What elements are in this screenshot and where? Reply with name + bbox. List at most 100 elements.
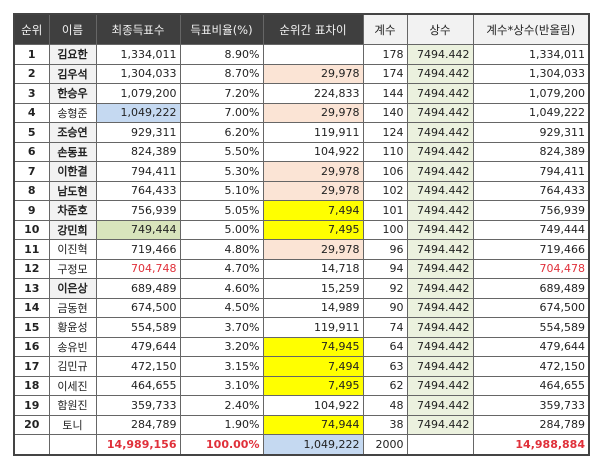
- header-product: 계수*상수(반올림): [472, 13, 590, 45]
- constant-cell: 7494.442: [406, 102, 474, 123]
- diff-cell: 7,494: [262, 356, 364, 377]
- table-row: 1 김요한 1,334,011 8.90% 178 7494.442 1,334,011: [13, 44, 590, 65]
- votes-cell: 479,644: [95, 336, 181, 357]
- rank-cell: 12: [13, 258, 50, 279]
- rank-cell: 15: [13, 317, 50, 338]
- name-cell: 송유빈: [48, 336, 97, 357]
- votes-cell: 749,444: [95, 219, 181, 240]
- ratio-cell: 3.10%: [179, 375, 264, 396]
- name-cell: 조승연: [48, 122, 97, 143]
- name-cell: 황윤성: [48, 317, 97, 338]
- diff-cell: 29,978: [262, 180, 364, 201]
- votes-cell: 756,939: [95, 200, 181, 221]
- diff-cell: 29,978: [262, 239, 364, 260]
- diff-cell: 29,978: [262, 102, 364, 123]
- table-row: 12 구정모 704,748 4.70% 14,718 94 7494.442 704,478: [13, 258, 590, 279]
- rank-cell: 8: [13, 180, 50, 201]
- ratio-cell: 4.70%: [179, 258, 264, 279]
- ratio-cell: 6.20%: [179, 122, 264, 143]
- header-coefficient: 계수: [362, 13, 408, 45]
- name-cell: 구정모: [48, 258, 97, 279]
- totals-row: 14,989,156 100.00% 1,049,222 2000 14,988,884: [13, 434, 590, 455]
- coefficient-cell: 124: [362, 122, 408, 143]
- name-cell: 강민희: [48, 219, 97, 240]
- votes-cell: 704,748: [95, 258, 181, 279]
- ratio-cell: 1.90%: [179, 414, 264, 435]
- coefficient-cell: 100: [362, 219, 408, 240]
- header-constant: 상수: [406, 13, 474, 45]
- rank-cell: 2: [13, 63, 50, 84]
- coefficient-cell: 102: [362, 180, 408, 201]
- ratio-cell: 8.90%: [179, 44, 264, 65]
- name-cell: 남도현: [48, 180, 97, 201]
- votes-cell: 689,489: [95, 278, 181, 299]
- diff-cell: 224,833: [262, 83, 364, 104]
- rank-cell: 11: [13, 239, 50, 260]
- table-row: 3 한승우 1,079,200 7.20% 224,833 144 7494.442 1,07…: [13, 83, 590, 104]
- diff-cell: 104,922: [262, 395, 364, 416]
- diff-cell: 15,259: [262, 278, 364, 299]
- header-vote-ratio: 득표비율(%): [179, 13, 264, 45]
- coefficient-cell: 110: [362, 141, 408, 162]
- rank-cell: 13: [13, 278, 50, 299]
- constant-cell: 7494.442: [406, 336, 474, 357]
- votes-cell: 472,150: [95, 356, 181, 377]
- ratio-cell: 7.00%: [179, 102, 264, 123]
- ratio-cell: 4.50%: [179, 297, 264, 318]
- table-row: 5 조승연 929,311 6.20% 119,911 124 7494.442 929,31…: [13, 122, 590, 143]
- coefficient-cell: 144: [362, 83, 408, 104]
- coefficient-cell: 90: [362, 297, 408, 318]
- table-row: 8 남도현 764,433 5.10% 29,978 102 7494.442 764,433: [13, 180, 590, 201]
- rank-cell: 14: [13, 297, 50, 318]
- diff-cell: 14,718: [262, 258, 364, 279]
- diff-cell: 74,945: [262, 336, 364, 357]
- rank-cell: 18: [13, 375, 50, 396]
- product-cell: 1,049,222: [472, 102, 590, 123]
- ratio-cell: 3.70%: [179, 317, 264, 338]
- name-cell: 함원진: [48, 395, 97, 416]
- constant-cell: 7494.442: [406, 44, 474, 65]
- diff-cell: 7,495: [262, 375, 364, 396]
- votes-cell: 284,789: [95, 414, 181, 435]
- total-product: 14,988,884: [472, 434, 590, 455]
- table-row: 2 김우석 1,304,033 8.70% 29,978 174 7494.442 1,304…: [13, 63, 590, 84]
- votes-cell: 1,334,011: [95, 44, 181, 65]
- name-cell: 이은상: [48, 278, 97, 299]
- constant-cell: 7494.442: [406, 356, 474, 377]
- table-row: 9 차준호 756,939 5.05% 7,494 101 7494.442 756,939: [13, 200, 590, 221]
- coefficient-cell: 38: [362, 414, 408, 435]
- name-cell: 송형준: [48, 102, 97, 123]
- name-cell: 이진혁: [48, 239, 97, 260]
- product-cell: 689,489: [472, 278, 590, 299]
- diff-cell: 119,911: [262, 122, 364, 143]
- rank-cell: 10: [13, 219, 50, 240]
- total-ratio: 100.00%: [179, 434, 264, 455]
- vote-table: 순위 이름 최종득표수 득표비율(%) 순위간 표차이 계수 상수 계수*상수(…: [13, 13, 590, 456]
- constant-cell: 7494.442: [406, 317, 474, 338]
- diff-cell: 104,922: [262, 141, 364, 162]
- votes-cell: 824,389: [95, 141, 181, 162]
- table-row: 11 이진혁 719,466 4.80% 29,978 96 7494.442 719,466: [13, 239, 590, 260]
- product-cell: 824,389: [472, 141, 590, 162]
- constant-cell: 7494.442: [406, 180, 474, 201]
- votes-cell: 794,411: [95, 161, 181, 182]
- header-rank-diff: 순위간 표차이: [262, 13, 364, 45]
- votes-cell: 719,466: [95, 239, 181, 260]
- votes-cell: 764,433: [95, 180, 181, 201]
- totals-rank-cell: [13, 434, 50, 455]
- diff-cell: 29,978: [262, 63, 364, 84]
- coefficient-cell: 106: [362, 161, 408, 182]
- diff-cell: 29,978: [262, 161, 364, 182]
- ratio-cell: 3.20%: [179, 336, 264, 357]
- constant-cell: 7494.442: [406, 63, 474, 84]
- total-constant-cell: [406, 434, 474, 455]
- ratio-cell: 8.70%: [179, 63, 264, 84]
- table-row: 6 손동표 824,389 5.50% 104,922 110 7494.442 824,38…: [13, 141, 590, 162]
- ratio-cell: 5.50%: [179, 141, 264, 162]
- table-row: 18 이세진 464,655 3.10% 7,495 62 7494.442 464,655: [13, 375, 590, 396]
- product-cell: 764,433: [472, 180, 590, 201]
- coefficient-cell: 48: [362, 395, 408, 416]
- constant-cell: 7494.442: [406, 83, 474, 104]
- table-row: 17 김민규 472,150 3.15% 7,494 63 7494.442 472,150: [13, 356, 590, 377]
- product-cell: 472,150: [472, 356, 590, 377]
